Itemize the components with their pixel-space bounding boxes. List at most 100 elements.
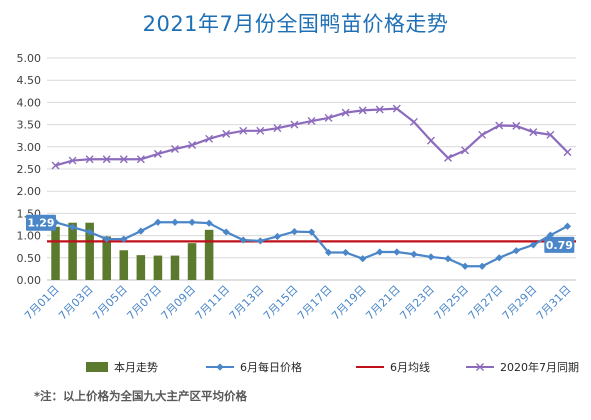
- point-2020-july: [51, 161, 60, 170]
- x-tick-label: 7月31日: [534, 283, 574, 323]
- point-june-daily: [222, 228, 230, 236]
- point-june-daily: [120, 235, 128, 243]
- point-2020-july: [136, 155, 145, 164]
- bar: [170, 255, 180, 280]
- y-tick-label: 0.50: [17, 252, 42, 265]
- y-tick-label: 0.00: [17, 274, 42, 287]
- x-tick-label: 7月09日: [159, 283, 199, 323]
- y-tick-label: 2.50: [17, 163, 42, 176]
- series-line-2020-july: [55, 107, 569, 167]
- point-2020-july: [68, 156, 77, 165]
- point-june-daily: [427, 253, 435, 261]
- point-june-daily: [137, 227, 145, 235]
- point-june-daily: [461, 262, 469, 270]
- x-tick-label: 7月01日: [22, 283, 62, 323]
- x-tick-label: 7月25日: [432, 283, 472, 323]
- legend-swatch: [86, 362, 108, 372]
- point-2020-july: [119, 155, 128, 164]
- point-2020-july: [495, 121, 504, 130]
- point-2020-july: [170, 145, 179, 154]
- bar: [136, 255, 146, 280]
- point-june-daily: [273, 232, 281, 241]
- chart-title: 2021年7月份全国鸭苗价格走势: [142, 12, 449, 36]
- y-tick-label: 3.00: [17, 141, 42, 154]
- bar: [68, 222, 77, 280]
- point-2020-july: [426, 136, 435, 145]
- bar: [119, 250, 129, 280]
- x-tick-label: 7月23日: [397, 283, 437, 323]
- footnote: *注：以上价格为全国九大主产区平均价格: [34, 389, 248, 403]
- callout-label: 0.79: [546, 239, 573, 252]
- point-2020-july: [102, 155, 111, 164]
- x-tick-label: 7月15日: [261, 283, 301, 323]
- legend-marker: [476, 363, 484, 371]
- point-june-daily: [393, 248, 401, 256]
- point-june-daily: [188, 218, 196, 226]
- point-2020-july: [563, 148, 572, 157]
- x-tick-label: 7月11日: [193, 283, 233, 323]
- point-2020-july: [546, 130, 555, 139]
- point-june-daily: [307, 228, 316, 236]
- point-2020-july: [290, 120, 299, 129]
- x-tick-label: 7月19日: [329, 283, 369, 323]
- callout-box: [544, 236, 575, 253]
- point-june-daily: [410, 250, 418, 258]
- point-2020-july: [153, 149, 162, 158]
- point-2020-july: [444, 153, 453, 162]
- point-2020-july: [375, 105, 384, 114]
- x-tick-label: 7月27日: [466, 283, 506, 323]
- legend-marker: [216, 363, 224, 371]
- point-june-daily: [205, 219, 213, 227]
- x-tick-label: 7月17日: [295, 283, 335, 323]
- point-2020-july: [358, 106, 367, 115]
- point-2020-july: [239, 126, 248, 135]
- point-june-daily: [239, 236, 247, 244]
- x-tick-label: 7月03日: [56, 283, 96, 323]
- y-tick-label: 5.00: [17, 52, 42, 65]
- legend-label: 6月每日价格: [240, 360, 302, 374]
- callout-box: [26, 214, 56, 231]
- point-june-daily: [68, 223, 77, 231]
- point-2020-july: [461, 146, 470, 155]
- y-tick-label: 3.50: [17, 119, 42, 132]
- x-tick-label: 7月29日: [500, 283, 540, 323]
- point-june-daily: [86, 228, 94, 236]
- point-2020-july: [205, 134, 214, 143]
- point-june-daily: [256, 237, 264, 245]
- point-june-daily: [324, 248, 333, 257]
- bar: [85, 222, 94, 280]
- y-tick-label: 4.50: [17, 74, 42, 87]
- point-june-daily: [359, 255, 367, 263]
- legend-label: 6月均线: [390, 360, 430, 374]
- point-june-daily: [376, 248, 384, 256]
- point-june-daily: [495, 254, 503, 262]
- bar: [187, 243, 197, 280]
- point-2020-july: [85, 155, 94, 164]
- bar: [153, 255, 163, 280]
- point-2020-july: [392, 104, 401, 113]
- point-june-daily: [154, 218, 162, 226]
- point-2020-july: [409, 117, 418, 126]
- point-2020-july: [341, 108, 350, 117]
- point-2020-july: [222, 129, 231, 138]
- point-june-daily: [290, 228, 299, 236]
- x-tick-label: 7月07日: [124, 283, 164, 323]
- point-june-daily: [103, 235, 111, 243]
- y-tick-label: 1.00: [17, 230, 42, 243]
- point-2020-july: [512, 121, 521, 130]
- point-june-daily: [478, 262, 486, 270]
- legend-label: 本月走势: [114, 360, 158, 374]
- point-june-daily: [342, 248, 350, 257]
- point-2020-july: [256, 126, 265, 135]
- callout-label: 1.29: [27, 217, 54, 230]
- bar: [204, 229, 214, 280]
- x-tick-label: 7月21日: [363, 283, 403, 323]
- x-tick-label: 7月13日: [227, 283, 267, 323]
- point-june-daily: [563, 222, 572, 230]
- bar: [51, 226, 60, 280]
- point-2020-july: [478, 130, 487, 139]
- point-2020-july: [273, 124, 282, 133]
- point-2020-july: [324, 113, 333, 122]
